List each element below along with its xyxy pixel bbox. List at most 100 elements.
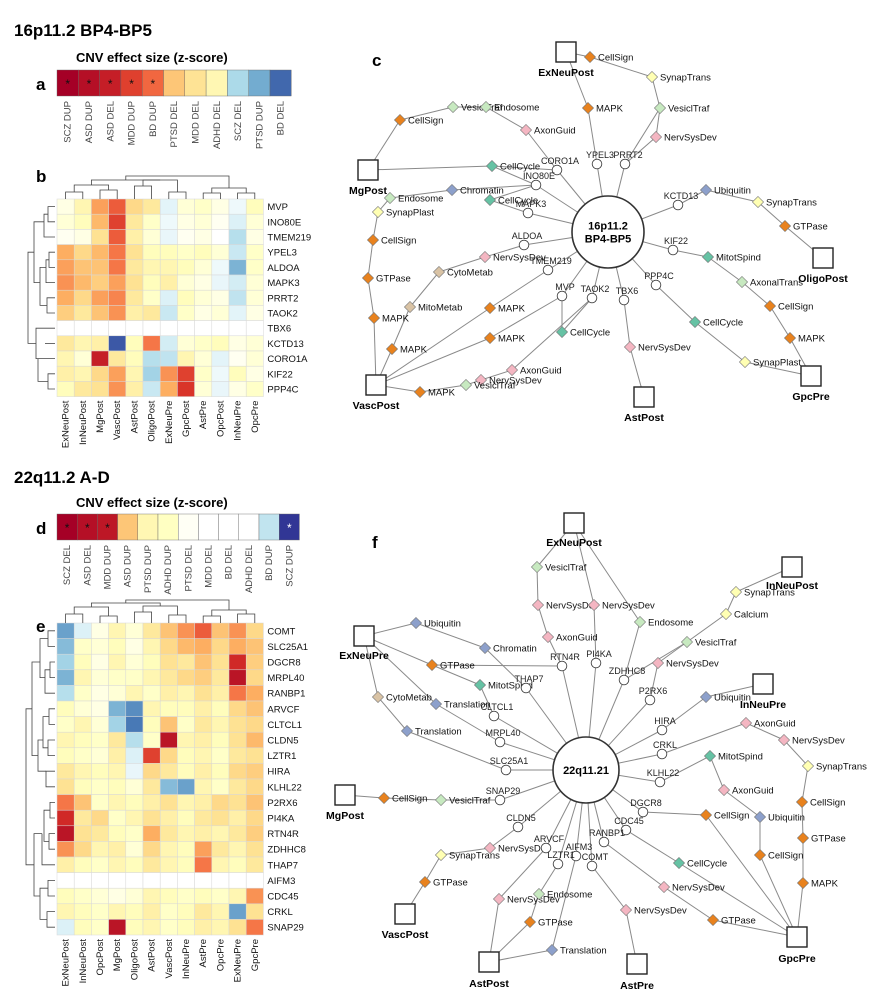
heatmap-e-col-label: AstPost xyxy=(147,939,158,972)
heatmap-e-cell xyxy=(228,638,247,655)
network-c-edge xyxy=(419,384,467,393)
effect-d-label: ADHD DEL xyxy=(244,545,255,593)
heatmap-b-cell xyxy=(211,198,230,215)
effect-d-cell xyxy=(279,513,300,541)
network-f-hub-label: 22q11.21 xyxy=(563,765,609,777)
heatmap-e-cell xyxy=(142,919,161,936)
heatmap-e-cell xyxy=(125,653,144,671)
network-f-edge xyxy=(573,522,595,606)
heatmap-e-cell xyxy=(194,872,213,889)
network-f-term-label: MitotSpind xyxy=(718,752,763,763)
network-f-term-label: CytoMetab xyxy=(386,693,432,704)
heatmap-b-cell xyxy=(245,335,264,352)
network-c-term-label: MitoMetab xyxy=(418,303,462,314)
network-c-cell-label: ExNeuPost xyxy=(538,67,594,79)
network-f-edge xyxy=(538,863,559,895)
heatmap-e-col-label: ExNeuPost xyxy=(61,939,72,987)
network-f-gene-node xyxy=(570,850,582,862)
network-f-cell-label: ExNeuPre xyxy=(339,650,389,662)
heatmap-e-cell xyxy=(228,700,247,717)
effect-a-label: ADHD DEL xyxy=(212,101,223,149)
network-c-term-node xyxy=(366,233,380,247)
heatmap-b-cell xyxy=(211,289,230,306)
network-c-edge xyxy=(489,295,563,339)
heatmap-e-cell xyxy=(125,809,144,827)
network-c-edge xyxy=(451,184,537,191)
heatmap-b-cell xyxy=(108,320,127,337)
network-c-term-label: VesiclTraf xyxy=(668,104,710,115)
heatmap-e-cell xyxy=(91,669,109,686)
heatmap-b-cell xyxy=(108,198,127,215)
heatmap-b-cell xyxy=(228,213,247,230)
heatmap-b-row-label: TBX6 xyxy=(267,324,291,335)
network-f-term-node xyxy=(429,697,443,711)
network-f-term-node xyxy=(719,607,733,621)
network-f-term-label: Translation xyxy=(415,727,462,738)
heatmap-b-cell xyxy=(211,381,230,397)
heatmap-b-cell xyxy=(73,381,92,397)
network-c-edge xyxy=(707,256,743,283)
network-f-gene-label: KLHL22 xyxy=(647,768,680,778)
network-f-term-node xyxy=(633,615,647,629)
heatmap-b-cell xyxy=(194,350,213,367)
network-f-term-node xyxy=(531,598,545,612)
network-f-term-label: AxonGuid xyxy=(732,786,774,797)
heatmap-e-cell xyxy=(73,794,92,811)
heatmap-e-cell xyxy=(228,887,247,905)
heatmap-e-cell xyxy=(142,903,161,920)
network-c-term-node xyxy=(751,195,765,209)
effect-a-cell xyxy=(205,69,228,97)
network-c-edge xyxy=(587,107,598,165)
heatmap-b-cell xyxy=(142,229,161,245)
heatmap-b-cell xyxy=(177,198,195,215)
heatmap-e-cell xyxy=(159,747,178,764)
network-f-edge xyxy=(623,621,641,681)
network-c-term-label: MitotSpind xyxy=(716,253,761,264)
network-c-term-label: CellCycle xyxy=(570,328,610,339)
heatmap-b-cell xyxy=(56,350,75,367)
network-c-edge xyxy=(677,189,707,206)
heatmap-b-cell xyxy=(228,320,247,337)
heatmap-b-cell xyxy=(73,244,92,261)
network-c-term-node xyxy=(445,183,459,197)
network-f-cell-node xyxy=(626,953,648,975)
heatmap-e-cell xyxy=(245,903,264,920)
network-f-gene-node xyxy=(656,748,668,760)
heatmap-e-cell xyxy=(194,731,213,749)
panel-e-heatmap: COMT SLC25A1 DGCR8 MRPL40 RANBP1 ARVCF CLTCL1 C… xyxy=(25,599,308,987)
heatmap-b-cell xyxy=(177,213,195,230)
network-c-gene-node xyxy=(672,199,684,211)
heatmap-e-cell xyxy=(211,622,230,639)
network-f-edge xyxy=(745,722,785,741)
heatmap-e-cell xyxy=(125,747,144,764)
heatmap-b-cell xyxy=(228,381,247,397)
heatmap-e-cell xyxy=(159,700,178,717)
heatmap-b-cell xyxy=(177,289,195,306)
network-f-gene-node xyxy=(500,764,512,776)
network-c-cell-label: GpcPre xyxy=(792,391,830,403)
network-f-cell-node xyxy=(478,951,500,973)
heatmap-b-cell xyxy=(211,350,230,367)
network-c-term-node xyxy=(459,378,473,392)
heatmap-b-cell xyxy=(142,259,161,276)
network-c-term-node xyxy=(505,363,519,377)
network-f-gene-label: PI4KA xyxy=(586,649,612,659)
network-c-edge xyxy=(525,129,558,171)
network-f-term-label: MitotSpind xyxy=(488,681,533,692)
heatmap-b-cell xyxy=(73,335,92,352)
network-f-gene-node xyxy=(590,657,602,669)
heatmap-e-cell xyxy=(245,778,264,795)
network-f-gene-label: ZDHHC8 xyxy=(609,666,646,676)
heatmap-b-cell xyxy=(125,335,144,352)
network-f-term-node xyxy=(703,749,717,763)
heatmap-e-cell xyxy=(228,747,247,764)
heatmap-e-col-label: MgPost xyxy=(112,939,123,972)
network-c-edge xyxy=(655,284,696,323)
heatmap-e-cell xyxy=(142,731,161,749)
heatmap-b-col-label: OligoPost xyxy=(147,400,158,442)
network-f-cell-node xyxy=(563,512,585,534)
heatmap-e-cell xyxy=(73,903,92,920)
heatmap-e-cell xyxy=(125,919,144,936)
heatmap-e-cell xyxy=(245,763,264,780)
heatmap-b-cell xyxy=(211,365,230,382)
